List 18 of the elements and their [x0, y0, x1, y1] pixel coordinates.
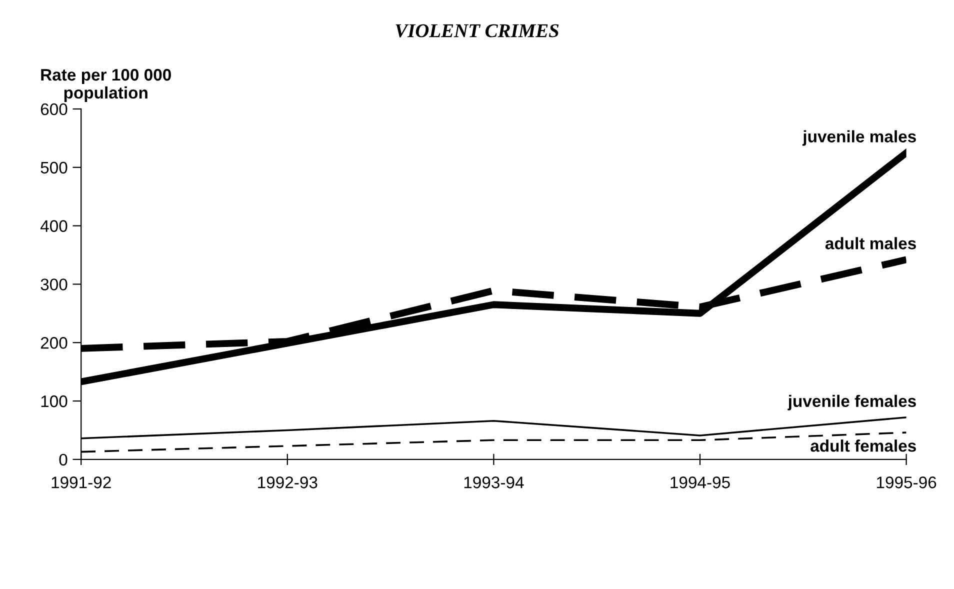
x-tick-label: 1995-96 [876, 476, 936, 488]
chart-title: VIOLENT CRIMES [396, 24, 559, 38]
series-label: juvenile females [788, 394, 916, 410]
y-axis-title: Rate per 100 000 population [41, 68, 171, 102]
x-tick-label: 1991-92 [52, 476, 111, 488]
x-tick-label: 1993-94 [464, 476, 524, 488]
y-tick-label: 100 [41, 395, 68, 408]
series-label: adult females [810, 440, 916, 452]
y-tick-label: 600 [40, 103, 68, 116]
x-tick-label: 1994-95 [670, 476, 730, 488]
y-tick-label: 0 [59, 454, 68, 466]
y-tick-label: 400 [40, 220, 68, 232]
y-tick-label: 300 [40, 278, 68, 290]
y-tick-label: 500 [40, 162, 68, 174]
series-label: juvenile males [802, 130, 916, 146]
series-label: adult males [825, 237, 916, 250]
x-tick-label: 1992-93 [258, 476, 318, 488]
y-tick-label: 200 [40, 337, 68, 349]
